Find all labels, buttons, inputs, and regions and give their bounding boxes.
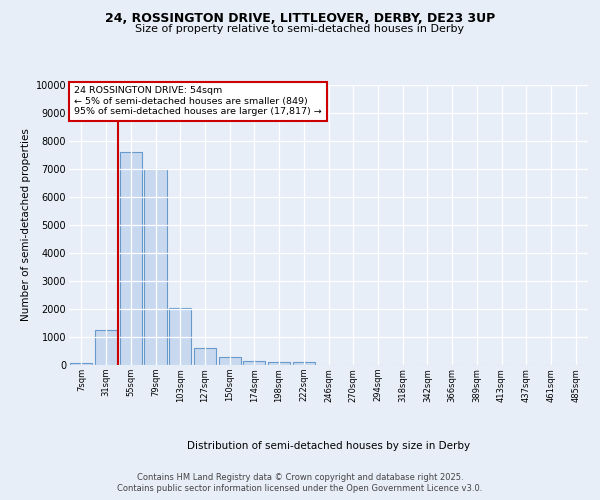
Bar <box>145 169 167 365</box>
Bar <box>194 348 216 365</box>
Bar <box>95 330 117 365</box>
Text: Contains HM Land Registry data © Crown copyright and database right 2025.: Contains HM Land Registry data © Crown c… <box>137 472 463 482</box>
Bar <box>119 152 142 365</box>
Bar <box>169 308 191 365</box>
Text: 24, ROSSINGTON DRIVE, LITTLEOVER, DERBY, DE23 3UP: 24, ROSSINGTON DRIVE, LITTLEOVER, DERBY,… <box>105 12 495 26</box>
Text: Contains public sector information licensed under the Open Government Licence v3: Contains public sector information licen… <box>118 484 482 493</box>
Text: 24 ROSSINGTON DRIVE: 54sqm
← 5% of semi-detached houses are smaller (849)
95% of: 24 ROSSINGTON DRIVE: 54sqm ← 5% of semi-… <box>74 86 322 116</box>
Bar <box>293 362 315 365</box>
Y-axis label: Number of semi-detached properties: Number of semi-detached properties <box>22 128 31 322</box>
Bar <box>243 361 265 365</box>
Bar <box>218 357 241 365</box>
Text: Size of property relative to semi-detached houses in Derby: Size of property relative to semi-detach… <box>136 24 464 34</box>
Bar <box>70 364 92 365</box>
Bar <box>268 362 290 365</box>
X-axis label: Distribution of semi-detached houses by size in Derby: Distribution of semi-detached houses by … <box>187 440 470 450</box>
